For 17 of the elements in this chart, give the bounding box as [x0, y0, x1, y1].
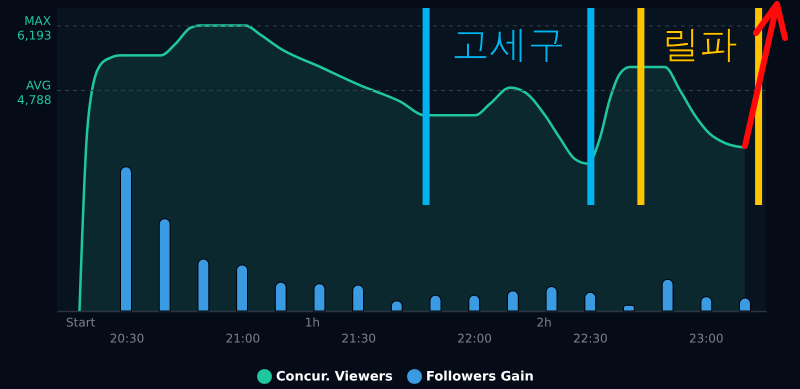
y-tick-label: 6,193 — [17, 28, 52, 42]
x-tick-label: 23:00 — [688, 332, 724, 346]
x-tick-label: 21:30 — [341, 332, 376, 346]
y-tick-label: 4,788 — [17, 93, 52, 108]
x-tick-label: 22:00 — [457, 332, 492, 346]
ref-line-label: AVG — [26, 78, 51, 93]
x2-tick-label: 2h — [536, 316, 552, 330]
x2-tick-label: 1h — [304, 316, 320, 330]
x-tick-label: 22:30 — [573, 332, 608, 346]
legend-label: Followers Gain — [426, 370, 534, 384]
ref-line-label: 고세구 — [451, 22, 566, 66]
x2-tick-label: Start — [66, 316, 96, 330]
x-tick-label: 20:30 — [110, 332, 144, 346]
ref-line-label: 릴파 — [662, 22, 738, 66]
x-tick-label: 21:00 — [226, 332, 260, 346]
ref-line-label: MAX — [24, 14, 51, 28]
legend-label: Concur. Viewers — [276, 370, 394, 384]
